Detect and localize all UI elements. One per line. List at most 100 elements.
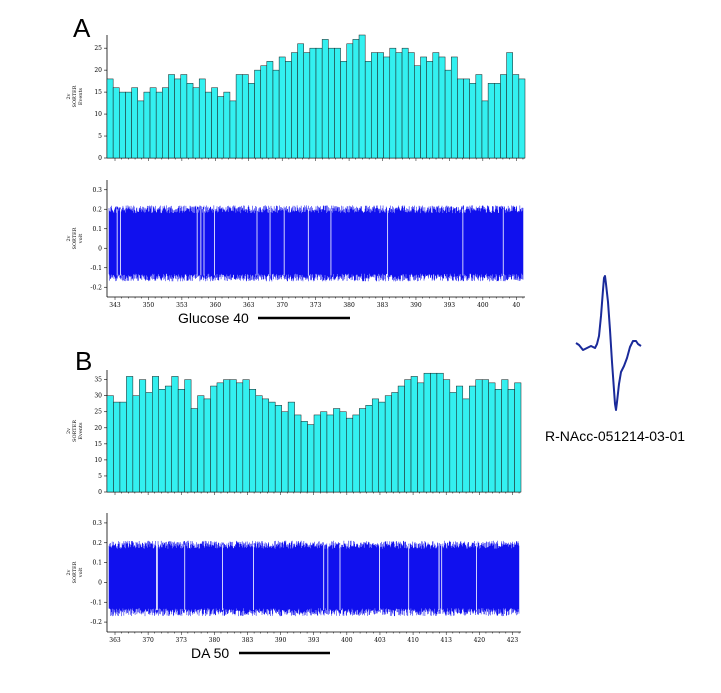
panel-a-hist-bar <box>500 74 507 159</box>
panel-a-trace-xtick-label: 350 <box>143 302 155 309</box>
panel-a-hist-bar <box>475 74 483 159</box>
panel-b-trace-ylabel-2: volt <box>78 568 84 578</box>
panel-b-hist-bar <box>223 379 231 493</box>
panel-a-hist-bar <box>334 47 341 159</box>
panel-b-hist-bar <box>216 382 224 493</box>
panel-a-hist-bar <box>487 83 495 159</box>
panel-b-hist-bar <box>410 376 418 493</box>
panel-a-trace-xtick-label: 373 <box>310 302 322 309</box>
panel-a-hist-bar <box>481 100 489 159</box>
panel-b-hist-bar <box>481 379 489 493</box>
panel-b-hist-ytick-label: 5 <box>98 473 102 480</box>
panel-b-hist-bar <box>326 414 334 493</box>
panel-b-trace-xtick-label: 413 <box>440 637 452 644</box>
panel-b-hist-ytick-label: 0 <box>98 489 102 496</box>
panel-a-trace-xtick-label: 353 <box>176 302 188 309</box>
panel-b-hist-bar <box>469 385 476 493</box>
panel-b-trace-xtick-label: 400 <box>341 637 353 644</box>
unit-id-label: R-NAcc-051214-03-01 <box>545 428 685 444</box>
panel-a-hist-bar <box>254 69 261 159</box>
panel-a-trace-xtick-label: 360 <box>210 302 222 309</box>
panel-b-hist-bar <box>339 411 347 493</box>
panel-a-trace-ylabel-0: 2v <box>66 235 72 241</box>
panel-a-hist-bar <box>291 52 298 159</box>
panel-b-trace-xtick-label: 423 <box>507 637 519 644</box>
panel-b-trace-xtick-label: 393 <box>308 637 320 644</box>
panel-b-hist-bar <box>352 414 360 493</box>
panel-b-hist-bar <box>365 405 373 493</box>
panel-b-hist-bar <box>281 411 289 493</box>
panel-a-hist-ytick-label: 0 <box>98 155 102 162</box>
panel-a-hist-bar <box>401 47 409 159</box>
panel-b-hist-bar <box>494 389 502 493</box>
panel-b-hist-bar <box>391 392 399 493</box>
panel-b-hist-ytick-label: 20 <box>94 425 102 432</box>
panel-b-hist-bar <box>294 414 302 493</box>
panel-a-hist-bar <box>192 87 200 159</box>
panel-b-hist-bar <box>359 408 366 493</box>
panel-b-trace-ytick-label: 0.2 <box>92 540 102 547</box>
panel-b-hist-bar <box>184 379 192 493</box>
panel-a-hist-bar <box>260 65 268 159</box>
panel-b-trace-ytick-label: -0.2 <box>90 619 102 626</box>
panel-b-hist-ytick-label: 35 <box>94 377 102 384</box>
panel-b-hist-bar <box>313 414 321 493</box>
panel-a-hist-bar <box>125 91 132 159</box>
panel-a-hist-bar <box>389 47 397 159</box>
panel-b-trace-xtick-label: 373 <box>176 637 188 644</box>
panel-a-trace-xtick-label: 343 <box>109 302 121 309</box>
panel-b-hist-bar <box>164 385 172 493</box>
panel-b-hist-ytick-label: 10 <box>94 457 102 464</box>
panel-b-hist-bar <box>242 379 250 493</box>
panel-a-trace-xtick-label: 400 <box>477 302 489 309</box>
panel-b-hist-bar <box>177 389 185 493</box>
panel-b-trace-xtick-label: 403 <box>374 637 386 644</box>
panel-a-trace-ylabel-1: SORTER <box>72 227 78 249</box>
panel-b-hist-bar <box>210 385 218 493</box>
panel-b-hist-bar <box>145 392 153 493</box>
panel-a-hist-bar <box>506 52 513 159</box>
panel-b-hist-bar <box>132 395 140 493</box>
panel-a-voltage-trace: -0.2 -0.1 0 0.1 0.2 0.3 343 350 353 360 363 370 373 3… <box>66 180 525 309</box>
panel-a-trace-xtick-label: 380 <box>343 302 355 309</box>
panel-a-trace-signal <box>108 205 524 282</box>
panel-a-histogram: 0 5 10 15 20 25 2v SORTER Events <box>66 34 526 162</box>
panel-b-trace-ytick-label: -0.1 <box>90 599 102 606</box>
panel-b-hist-bar <box>139 379 147 493</box>
panel-a-hist-ylabel-2: Events <box>78 87 84 105</box>
panel-a-hist-bar <box>162 87 169 159</box>
panel-a-hist-bar <box>106 78 114 159</box>
panel-a-hist-ytick-label: 20 <box>94 67 102 74</box>
panel-a-hist-bar <box>272 69 280 159</box>
panel-b-hist-bar <box>475 379 483 493</box>
panel-b-trace-xtick-label: 383 <box>242 637 254 644</box>
panel-b-histogram: 0 5 10 15 20 25 30 35 2v SORTER Events <box>66 370 522 496</box>
panel-a-hist-bar <box>315 47 323 159</box>
panel-a-trace-ylabel-2: volt <box>78 234 84 244</box>
panel-b-hist-bar <box>384 395 392 493</box>
panel-a-hist-bar <box>297 43 304 159</box>
panel-a-trace-ytick-label: 0 <box>98 245 102 252</box>
panel-a-hist-bar <box>426 61 434 159</box>
panel-b-hist-bar <box>436 372 444 493</box>
panel-a-hist-bar <box>450 56 458 159</box>
panel-b-trace-signal <box>108 540 520 617</box>
panel-a-trace-ytick-label: 0.1 <box>92 226 102 233</box>
panel-b-hist-bar <box>462 398 470 493</box>
panel-b-hist-bar <box>397 385 405 493</box>
panel-b-hist-bar <box>229 379 237 493</box>
panel-a-hist-bar <box>137 100 145 159</box>
panel-b-hist-bar <box>307 424 315 493</box>
panel-b-hist-bar <box>262 398 269 493</box>
panel-b-hist-bar <box>255 395 263 493</box>
panel-b-hist-bar <box>378 401 386 493</box>
panel-b-hist-bar <box>249 389 257 493</box>
panel-b-trace-ylabel-1: SORTER <box>72 561 78 583</box>
panel-b-hist-bar <box>333 408 341 493</box>
panel-a-hist-bar <box>383 56 391 159</box>
panel-a-trace-xtick-label: 390 <box>410 302 422 309</box>
panel-a-hist-bar <box>364 61 372 159</box>
panel-a-hist-bar <box>131 87 138 159</box>
panel-b-trace-ytick-label: 0.1 <box>92 560 102 567</box>
